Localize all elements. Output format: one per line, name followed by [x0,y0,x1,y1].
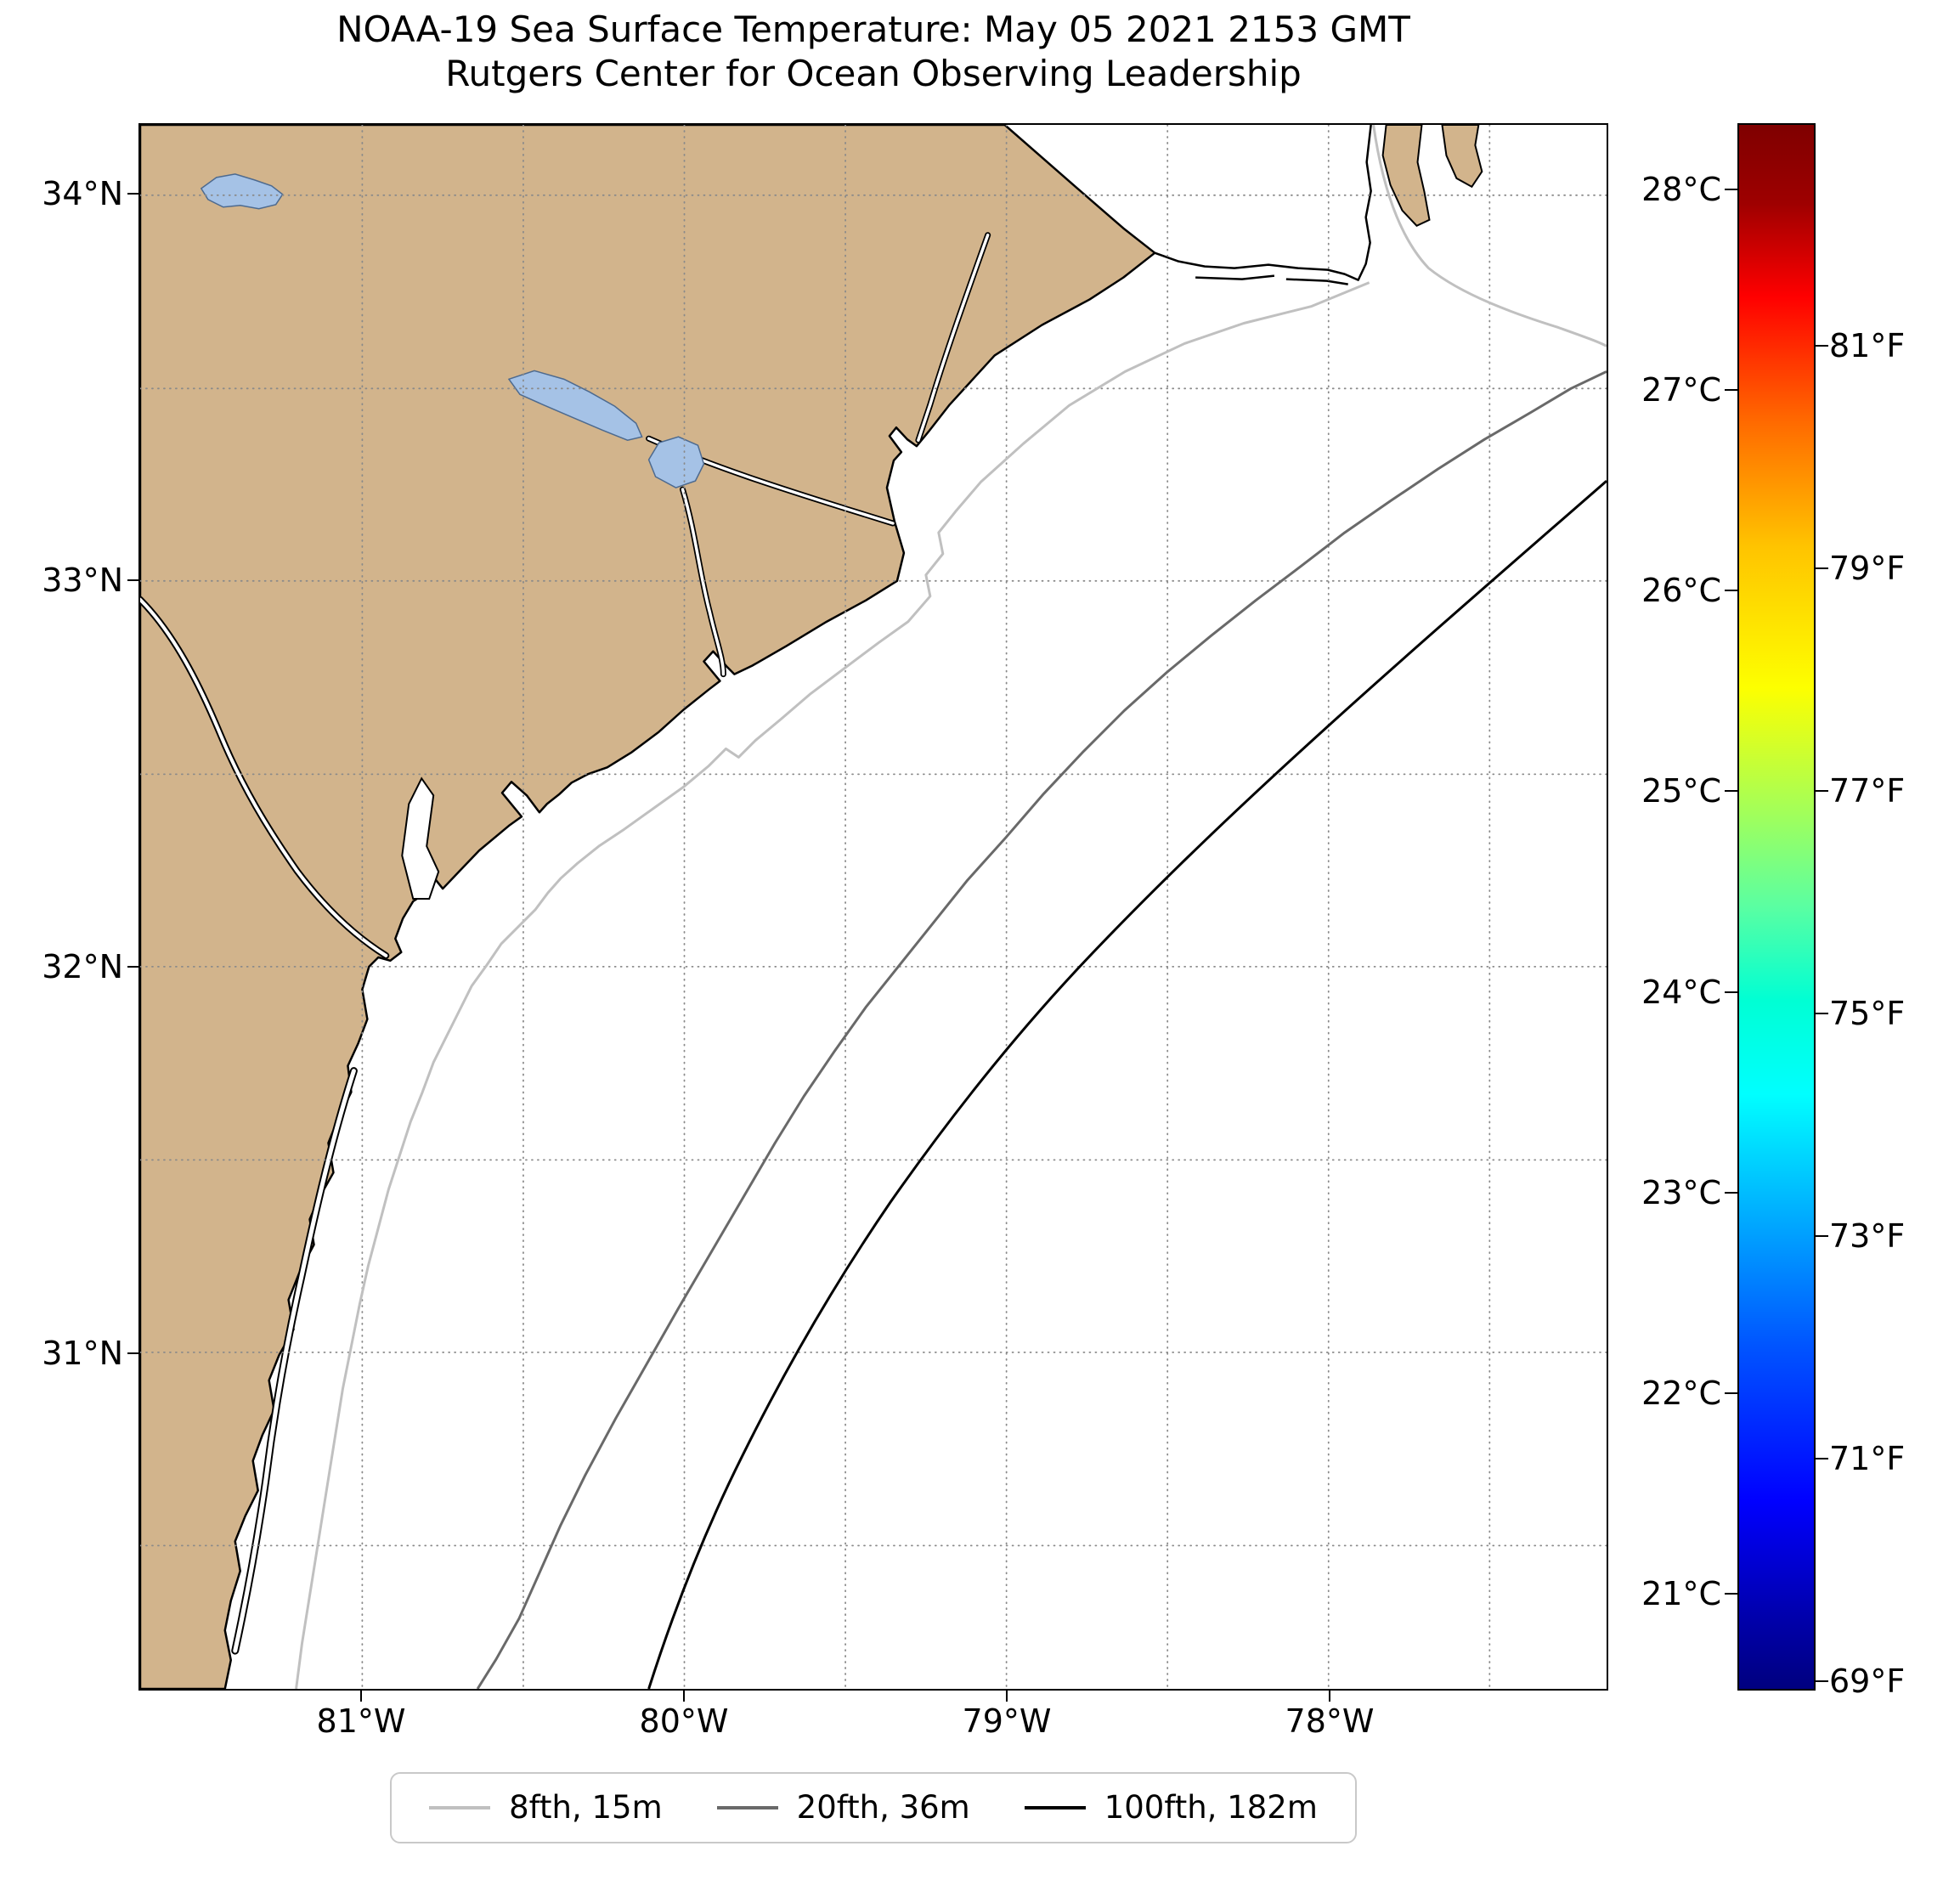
x-axis-tickmark [683,1691,685,1702]
map-plot [138,123,1608,1691]
estuary-port-royal [401,776,440,900]
colorbar-celsius-tickmark [1725,389,1737,391]
contour-100fth [647,479,1607,1689]
y-tick-label-33n: 33°N [42,562,123,599]
colorbar-c-label: 24°C [1641,974,1721,1011]
y-axis-tickmark [127,193,138,195]
legend: 8fth, 15m 20fth, 36m 100fth, 182m [138,1772,1608,1843]
river-cooper [680,486,726,678]
legend-label-20fth: 20fth, 36m [796,1789,970,1826]
colorbar-fahrenheit-tickmark [1816,790,1828,792]
colorbar-celsius-tickmark [1725,790,1737,792]
land-cape-fear-west [1381,125,1431,227]
y-tick-label-34n: 34°N [42,175,123,212]
colorbar-f-label: 71°F [1829,1440,1906,1477]
x-axis-tickmark [1006,1691,1008,1702]
y-tick-label-31n: 31°N [42,1335,123,1372]
colorbar-celsius-tickmark [1725,991,1737,993]
legend-label-8fth: 8fth, 15m [509,1789,663,1826]
coastline-long-bay [1154,125,1372,281]
legend-box: 8fth, 15m 20fth, 36m 100fth, 182m [390,1772,1357,1843]
y-axis-tickmark [127,966,138,968]
x-tick-label-81w: 81°W [316,1702,406,1740]
intracoastal-waterway [231,1067,358,1655]
y-axis-tickmark [127,579,138,581]
y-tick-label-32n: 32°N [42,948,123,985]
colorbar-f-label: 81°F [1829,327,1906,364]
colorbar-fahrenheit-tickmark [1816,1680,1828,1682]
colorbar-f-label: 77°F [1829,772,1906,810]
colorbar-f-label: 75°F [1829,995,1906,1032]
contour-8fth [295,281,1370,1689]
y-axis-tickmark [127,1352,138,1354]
colorbar-celsius-tickmark [1725,189,1737,190]
colorbar-gradient [1737,123,1816,1691]
colorbar-c-label: 28°C [1641,171,1721,208]
land-cape-fear-east [1441,125,1483,189]
map-svg [140,125,1607,1689]
colorbar-fahrenheit-tickmark [1816,567,1828,569]
legend-item-100fth: 100fth, 182m [1024,1789,1318,1826]
figure-title: NOAA-19 Sea Surface Temperature: May 05 … [336,8,1410,50]
contour-20fth [476,370,1607,1689]
colorbar-c-label: 21°C [1641,1575,1721,1612]
legend-line-8fth-swatch [429,1806,491,1809]
colorbar-fahrenheit-tickmark [1816,1235,1828,1237]
colorbar-celsius-tickmark [1725,590,1737,591]
x-axis-tickmark [1329,1691,1330,1702]
x-axis-tickmark [360,1691,362,1702]
figure-subtitle: Rutgers Center for Ocean Observing Leade… [445,53,1302,94]
lake-murray [200,173,284,210]
colorbar-celsius-tickmark [1725,1192,1737,1194]
x-tick-label-79w: 79°W [962,1702,1052,1740]
colorbar-f-label: 79°F [1829,550,1906,587]
colorbar-c-label: 25°C [1641,772,1721,810]
river-savannah [140,596,390,959]
x-tick-label-80w: 80°W [639,1702,729,1740]
barrier-island-2 [1285,278,1348,285]
legend-line-20fth-swatch [716,1806,778,1809]
river-peedee [915,232,991,443]
colorbar-celsius-tickmark [1725,1593,1737,1595]
colorbar-fahrenheit-tickmark [1816,1013,1828,1014]
legend-line-100fth-swatch [1024,1806,1086,1809]
legend-item-20fth: 20fth, 36m [716,1789,970,1826]
colorbar-celsius-tickmark [1725,1392,1737,1394]
legend-label-100fth: 100fth, 182m [1104,1789,1318,1826]
colorbar-fahrenheit-tickmark [1816,345,1828,347]
contour-8fth-shoals [1372,125,1607,347]
colorbar-c-label: 26°C [1641,572,1721,609]
lake-moultrie [647,436,705,488]
legend-item-8fth: 8fth, 15m [429,1789,663,1826]
colorbar-c-label: 27°C [1641,371,1721,409]
colorbar-f-label: 69°F [1829,1663,1906,1700]
x-tick-label-78w: 78°W [1285,1702,1375,1740]
colorbar-c-label: 22°C [1641,1375,1721,1412]
lake-marion [507,370,643,441]
barrier-island-1 [1195,274,1275,280]
colorbar-fahrenheit-tickmark [1816,1458,1828,1459]
colorbar-c-label: 23°C [1641,1174,1721,1211]
colorbar-f-label: 73°F [1829,1217,1906,1255]
